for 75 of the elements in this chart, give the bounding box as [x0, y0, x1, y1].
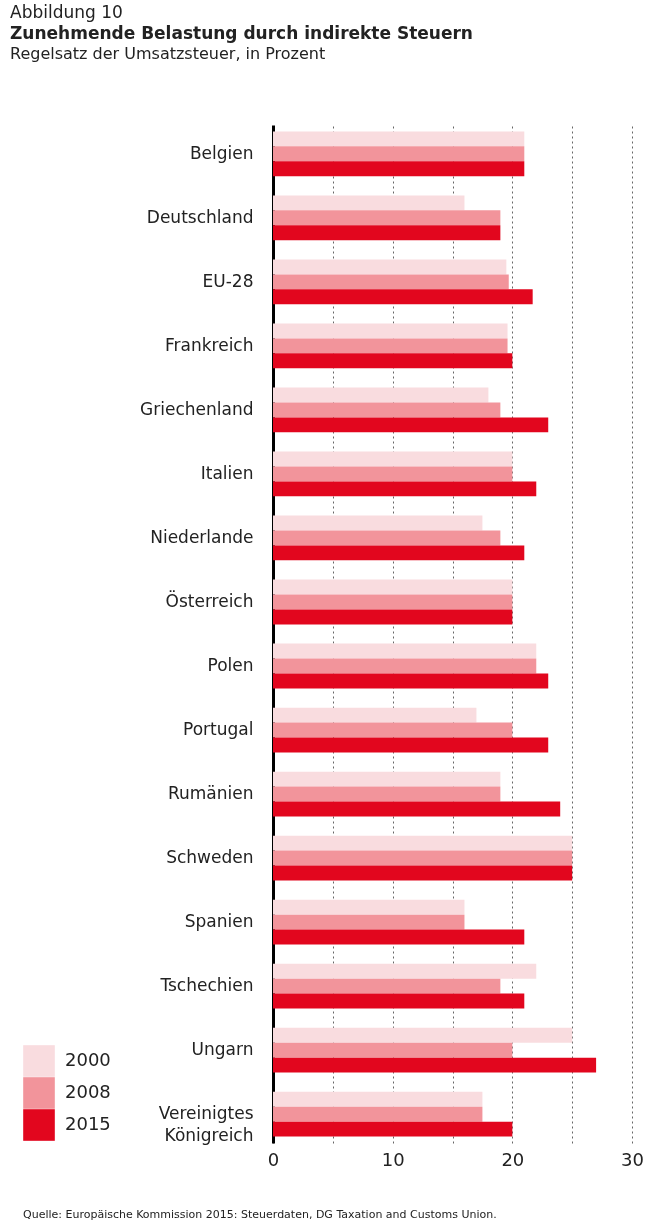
- x-tick-label: 0: [267, 1148, 280, 1170]
- bar: [273, 545, 525, 561]
- legend-label: 2008: [65, 1081, 111, 1102]
- x-tick-label: 10: [381, 1148, 405, 1170]
- y-tick-label: Frankreich: [165, 334, 254, 355]
- bar: [273, 643, 537, 659]
- bar: [273, 1057, 597, 1073]
- bar: [273, 146, 525, 162]
- y-tick-label: Belgien: [189, 142, 254, 163]
- bar: [273, 481, 537, 497]
- bar: [273, 1042, 513, 1058]
- bar: [273, 609, 513, 625]
- bar: [273, 1106, 483, 1122]
- chart-title: Zunehmende Belastung durch indirekte Steuern: [10, 23, 473, 43]
- bar: [273, 722, 513, 738]
- bar: [273, 530, 501, 546]
- y-tick-label: Polen: [207, 655, 254, 676]
- bar: [273, 658, 537, 674]
- y-tick-label: Ungarn: [191, 1039, 254, 1060]
- legend-label: 2000: [65, 1049, 111, 1070]
- bar: [273, 131, 525, 147]
- bar: [273, 786, 501, 802]
- y-tick-label: Spanien: [184, 911, 254, 932]
- bar: [273, 323, 508, 339]
- bar: [273, 387, 489, 403]
- bar: [273, 1027, 573, 1043]
- bar: [273, 978, 501, 994]
- y-tick-label: EU-28: [202, 270, 254, 291]
- y-tick-label: Portugal: [183, 719, 254, 740]
- bar: [273, 1121, 513, 1137]
- bar: [273, 274, 509, 290]
- bar: [273, 899, 465, 915]
- bar: [273, 993, 525, 1009]
- bar: [273, 259, 507, 275]
- legend-label: 2015: [65, 1113, 111, 1134]
- source-note: Quelle: Europäische Kommission 2015: Steuerdaten, DG Taxation and Customs Union.: [23, 1208, 497, 1221]
- y-tick-label: Deutschland: [146, 206, 254, 227]
- x-tick-label: 30: [621, 1148, 644, 1170]
- y-tick-label: Rumänien: [167, 783, 254, 804]
- bar: [273, 914, 465, 930]
- bar: [273, 161, 525, 177]
- bar: [273, 929, 525, 945]
- y-tick-label: Österreich: [165, 589, 254, 611]
- bar: [273, 1091, 483, 1107]
- chart-subtitle: Regelsatz der Umsatzsteuer, in Prozent: [10, 44, 326, 63]
- bar: [273, 707, 477, 723]
- y-tick-label: Griechenland: [140, 398, 254, 419]
- y-tick-label: Niederlande: [150, 526, 254, 547]
- text: Abbildung 10: [10, 2, 123, 22]
- bar: [273, 594, 513, 610]
- bar: [273, 865, 573, 881]
- bar: [273, 963, 537, 979]
- bar: [273, 195, 465, 211]
- y-tick-label: Italien: [200, 462, 254, 483]
- bar: [273, 801, 561, 817]
- bar: [273, 402, 501, 418]
- bar: [273, 289, 533, 305]
- bar: [273, 353, 513, 369]
- bar: [273, 210, 501, 226]
- bar: [273, 835, 573, 851]
- bar: [273, 225, 501, 241]
- y-tick-label: Schweden: [166, 847, 254, 868]
- bar: [273, 466, 513, 482]
- bar: [273, 515, 483, 531]
- bar: [273, 417, 549, 433]
- bar: [273, 850, 573, 866]
- x-tick-label: 20: [501, 1148, 525, 1170]
- bar: [273, 338, 508, 354]
- bar: [273, 737, 549, 753]
- bar: [273, 579, 513, 595]
- bar: [273, 771, 501, 787]
- y-tick-label: Tschechien: [159, 975, 254, 996]
- y-tick-label: Vereinigtes Königreich: [158, 1103, 254, 1146]
- bar: [273, 451, 513, 467]
- bar: [273, 673, 549, 689]
